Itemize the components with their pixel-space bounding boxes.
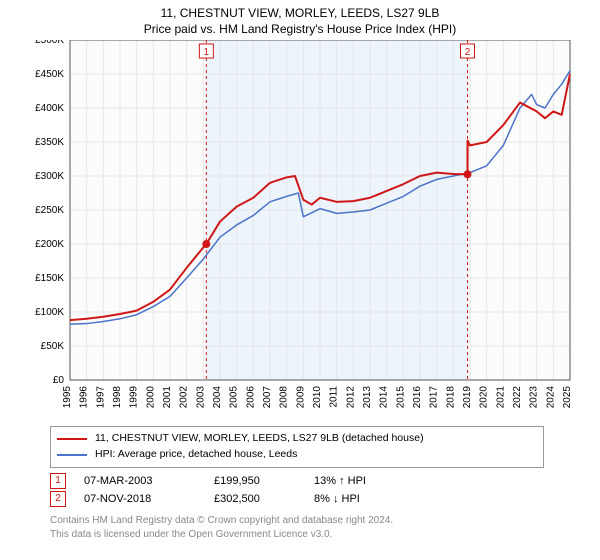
- svg-text:2020: 2020: [479, 386, 490, 409]
- sale-hpi: 13% ↑ HPI: [314, 475, 424, 487]
- sale-marker: 1: [50, 473, 66, 489]
- chart-container: 11, CHESTNUT VIEW, MORLEY, LEEDS, LS27 9…: [0, 0, 600, 560]
- sale-date: 07-NOV-2018: [84, 493, 214, 505]
- svg-text:2006: 2006: [245, 386, 256, 409]
- svg-text:£400K: £400K: [35, 103, 64, 114]
- svg-text:2: 2: [465, 47, 471, 58]
- svg-text:2001: 2001: [162, 386, 173, 409]
- svg-text:2000: 2000: [145, 386, 156, 409]
- svg-text:1995: 1995: [62, 386, 73, 409]
- svg-text:£300K: £300K: [35, 171, 64, 182]
- sale-row: 1 07-MAR-2003£199,95013% ↑ HPI: [50, 472, 580, 490]
- svg-text:1: 1: [204, 47, 210, 58]
- svg-text:2021: 2021: [495, 386, 506, 409]
- legend: 11, CHESTNUT VIEW, MORLEY, LEEDS, LS27 9…: [50, 426, 544, 468]
- legend-row: 11, CHESTNUT VIEW, MORLEY, LEEDS, LS27 9…: [57, 431, 537, 447]
- sale-hpi: 8% ↓ HPI: [314, 493, 424, 505]
- svg-text:2019: 2019: [462, 386, 473, 409]
- svg-text:1998: 1998: [112, 386, 123, 409]
- svg-text:£200K: £200K: [35, 239, 64, 250]
- svg-text:2011: 2011: [329, 386, 340, 408]
- svg-text:£0: £0: [53, 375, 65, 386]
- svg-text:2009: 2009: [295, 386, 306, 409]
- svg-text:£350K: £350K: [35, 137, 64, 148]
- chart-area: £0 £50K £100K £150K £200K £250K £300K £350K £400…: [20, 40, 580, 420]
- sale-price: £302,500: [214, 493, 314, 505]
- svg-text:2016: 2016: [412, 386, 423, 409]
- svg-text:2003: 2003: [195, 386, 206, 409]
- svg-text:1996: 1996: [79, 386, 90, 409]
- svg-text:£500K: £500K: [35, 40, 64, 46]
- legend-label: HPI: Average price, detached house, Leed…: [95, 447, 297, 463]
- svg-text:2024: 2024: [545, 386, 556, 409]
- svg-text:2008: 2008: [279, 386, 290, 409]
- title-sub: Price paid vs. HM Land Registry's House …: [0, 20, 600, 40]
- footer-line-2: This data is licensed under the Open Gov…: [50, 528, 580, 542]
- svg-text:2002: 2002: [179, 386, 190, 409]
- sale-marker: 2: [50, 491, 66, 507]
- svg-text:2025: 2025: [562, 386, 573, 409]
- legend-swatch: [57, 438, 87, 440]
- svg-text:2005: 2005: [229, 386, 240, 409]
- sale-price: £199,950: [214, 475, 314, 487]
- svg-text:2012: 2012: [345, 386, 356, 409]
- svg-text:2010: 2010: [312, 386, 323, 409]
- line-chart: £0 £50K £100K £150K £200K £250K £300K £350K £400…: [20, 40, 580, 420]
- svg-text:£150K: £150K: [35, 273, 64, 284]
- sales-table: 1 07-MAR-2003£199,95013% ↑ HPI 2 07-NOV-201…: [50, 472, 580, 508]
- svg-text:2013: 2013: [362, 386, 373, 409]
- svg-text:£50K: £50K: [41, 341, 65, 352]
- svg-text:1997: 1997: [95, 386, 106, 409]
- svg-text:2022: 2022: [512, 386, 523, 409]
- svg-text:2023: 2023: [529, 386, 540, 409]
- legend-row: HPI: Average price, detached house, Leed…: [57, 447, 537, 463]
- svg-text:1999: 1999: [129, 386, 140, 409]
- svg-text:2014: 2014: [379, 386, 390, 409]
- svg-text:£250K: £250K: [35, 205, 64, 216]
- footer-note: Contains HM Land Registry data © Crown c…: [50, 514, 580, 542]
- sale-date: 07-MAR-2003: [84, 475, 214, 487]
- svg-text:2018: 2018: [445, 386, 456, 409]
- svg-text:£450K: £450K: [35, 69, 64, 80]
- legend-swatch: [57, 454, 87, 456]
- svg-text:2007: 2007: [262, 386, 273, 409]
- svg-text:2017: 2017: [429, 386, 440, 409]
- legend-label: 11, CHESTNUT VIEW, MORLEY, LEEDS, LS27 9…: [95, 431, 424, 447]
- sale-row: 2 07-NOV-2018£302,5008% ↓ HPI: [50, 490, 580, 508]
- footer-line-1: Contains HM Land Registry data © Crown c…: [50, 514, 580, 528]
- svg-text:£100K: £100K: [35, 307, 64, 318]
- svg-text:2015: 2015: [395, 386, 406, 409]
- svg-text:2004: 2004: [212, 386, 223, 409]
- title-main: 11, CHESTNUT VIEW, MORLEY, LEEDS, LS27 9…: [0, 0, 600, 20]
